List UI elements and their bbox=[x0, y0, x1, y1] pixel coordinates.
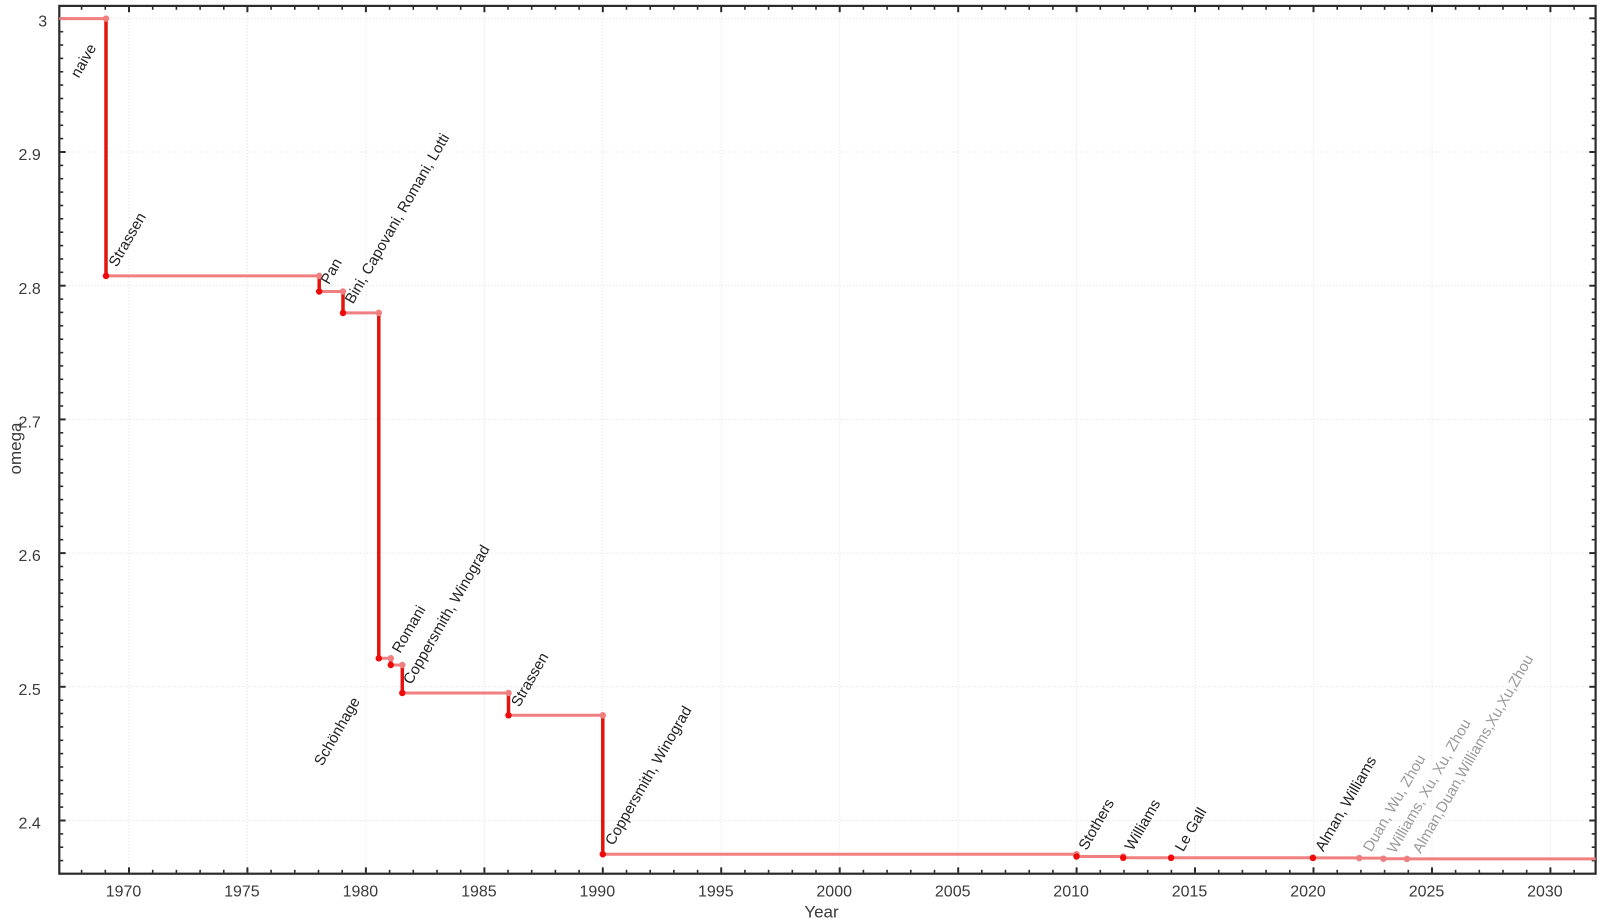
svg-text:1990: 1990 bbox=[580, 883, 616, 900]
svg-text:omega: omega bbox=[6, 422, 25, 475]
svg-text:2.5: 2.5 bbox=[19, 682, 41, 699]
svg-text:1975: 1975 bbox=[224, 883, 260, 900]
svg-text:2.9: 2.9 bbox=[19, 147, 41, 164]
svg-text:2015: 2015 bbox=[1172, 883, 1208, 900]
svg-text:1980: 1980 bbox=[343, 883, 379, 900]
svg-text:2000: 2000 bbox=[816, 883, 852, 900]
svg-text:2030: 2030 bbox=[1527, 883, 1563, 900]
svg-text:2025: 2025 bbox=[1409, 883, 1445, 900]
svg-text:1970: 1970 bbox=[106, 883, 142, 900]
svg-text:1995: 1995 bbox=[698, 883, 734, 900]
svg-text:2.8: 2.8 bbox=[19, 281, 41, 298]
svg-text:2020: 2020 bbox=[1290, 883, 1326, 900]
svg-text:2.4: 2.4 bbox=[19, 816, 41, 833]
svg-text:2.6: 2.6 bbox=[19, 548, 41, 565]
svg-text:Year: Year bbox=[804, 903, 839, 920]
svg-text:2.7: 2.7 bbox=[19, 415, 41, 432]
svg-text:2005: 2005 bbox=[935, 883, 971, 900]
svg-text:2010: 2010 bbox=[1053, 883, 1089, 900]
svg-text:1985: 1985 bbox=[461, 883, 497, 900]
svg-text:3: 3 bbox=[38, 13, 47, 30]
